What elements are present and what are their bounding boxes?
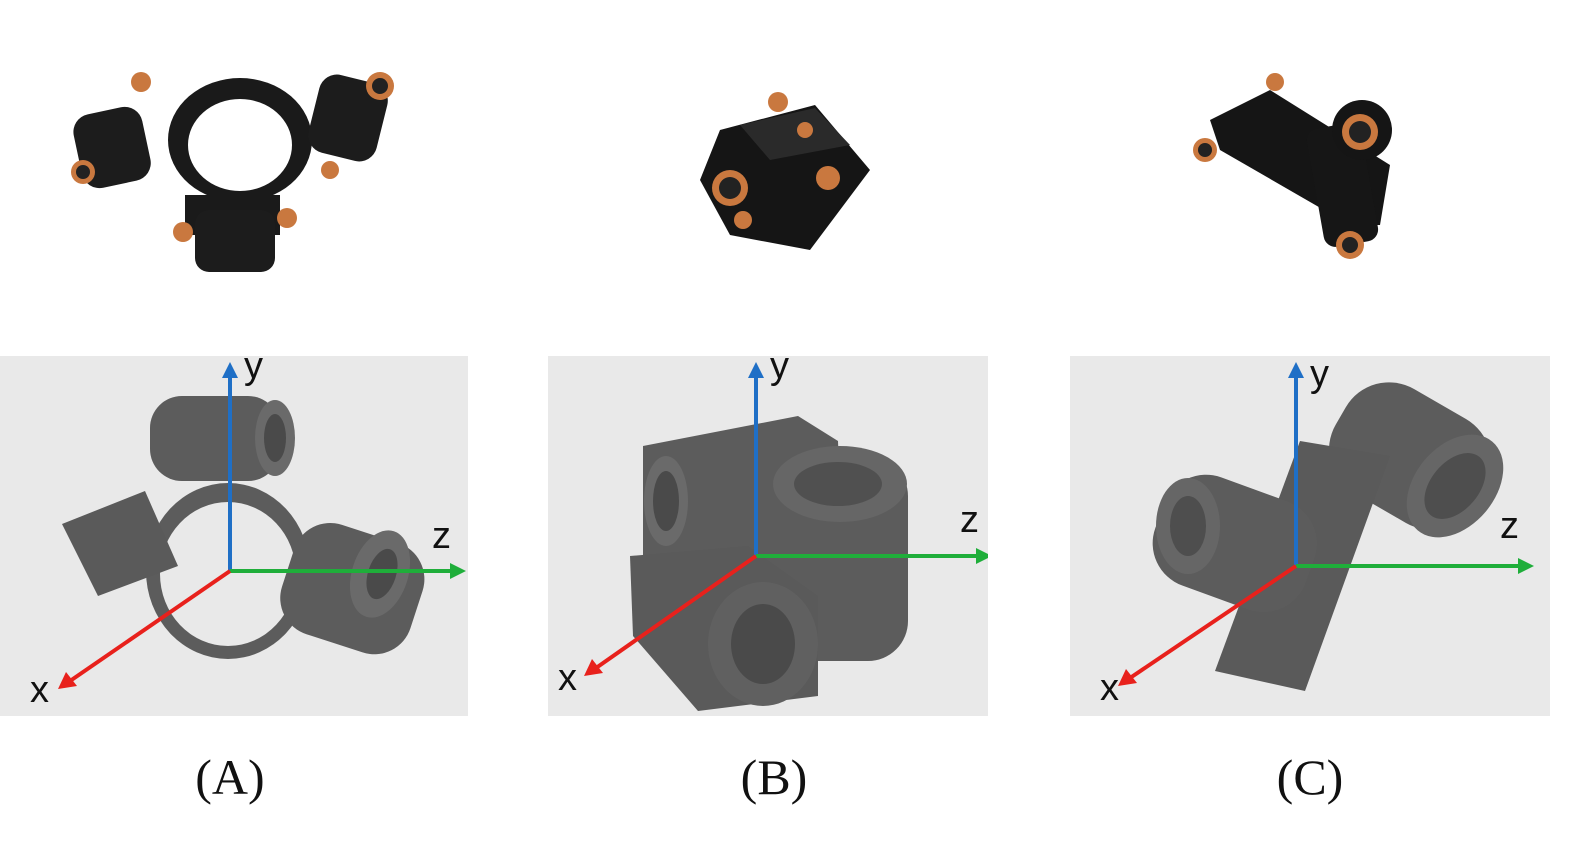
render-a — [0, 356, 468, 726]
z-axis-label: z — [432, 515, 451, 557]
caption-a: (A) — [195, 749, 265, 805]
photo-c — [1150, 50, 1510, 300]
y-axis-label: y — [770, 345, 789, 387]
z-axis-label: z — [1500, 505, 1519, 547]
x-axis-label: x — [30, 669, 49, 710]
axis-labels-a: y z x — [30, 345, 451, 710]
caption-c: (C) — [1276, 749, 1344, 805]
axis-labels-b: y z x — [558, 345, 979, 699]
render-c — [1070, 356, 1550, 726]
x-axis-label: x — [558, 657, 577, 699]
caption-b: (B) — [740, 749, 808, 805]
render-b — [548, 356, 988, 726]
y-axis-label: y — [1310, 353, 1329, 395]
photo-a — [55, 50, 415, 300]
z-axis-label: z — [960, 499, 979, 541]
x-axis-label: x — [1100, 667, 1119, 709]
axis-labels-c: y z x — [1100, 353, 1519, 709]
photo-b — [600, 50, 960, 300]
y-axis-label: y — [244, 345, 263, 387]
